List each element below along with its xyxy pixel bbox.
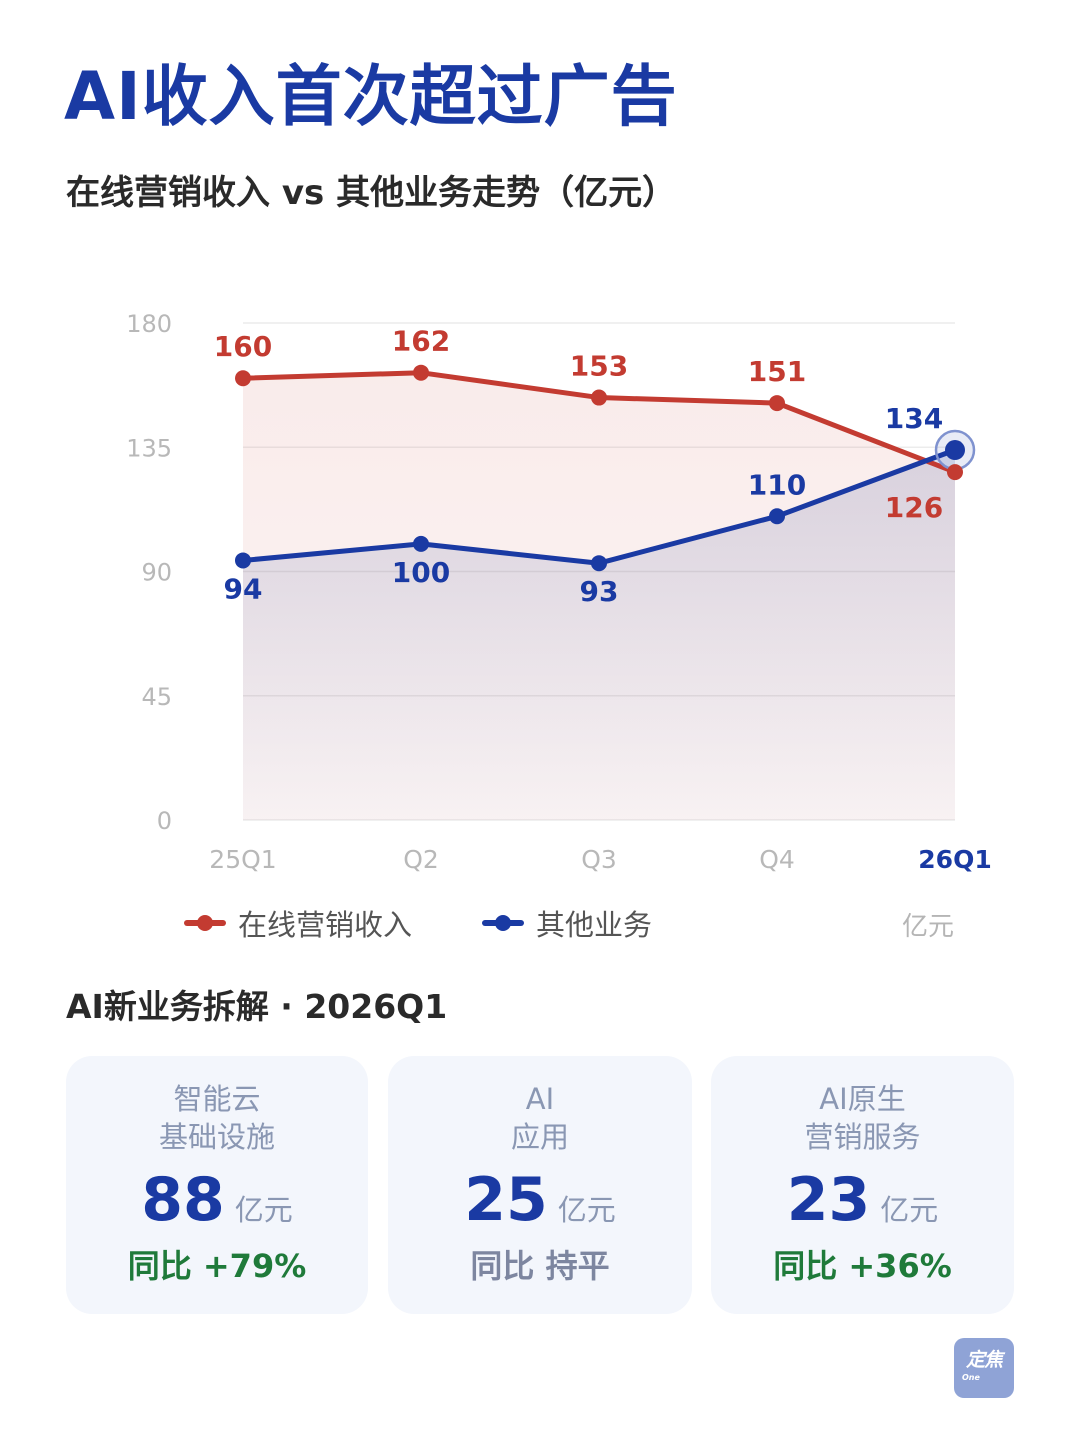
metric-card-ai-apps: AI 应用 25 亿元 同比 持平 — [388, 1056, 692, 1314]
data-label: 160 — [214, 330, 272, 363]
legend-marker-red — [184, 915, 226, 931]
card-yoy: 同比 持平 — [470, 1247, 610, 1285]
x-tick-label: Q4 — [759, 845, 795, 874]
card-label-line: 营销服务 — [804, 1120, 921, 1154]
area-fill-other — [243, 450, 955, 820]
data-point-other — [769, 508, 785, 525]
metric-card-ai-marketing: AI原生 营销服务 23 亿元 同比 +36% — [711, 1056, 1014, 1314]
metric-cards: 智能云 基础设施 88 亿元 同比 +79% AI 应用 25 亿元 同比 持平… — [0, 1056, 1080, 1314]
card-label: AI原生 营销服务 — [723, 1080, 1003, 1156]
data-label: 162 — [392, 325, 450, 358]
data-point-marketing — [769, 395, 785, 412]
card-label-line: 应用 — [510, 1120, 569, 1154]
logo-sub-text: One — [962, 1373, 980, 1382]
card-yoy: 同比 +79% — [127, 1247, 307, 1285]
data-label: 93 — [580, 575, 619, 608]
logo-main-text: 定焦 — [965, 1349, 1003, 1371]
line-chart: 0 45 90 135 180 25Q1 Q2 Q3 Q4 26Q1 160 162 153 151 126… — [126, 310, 992, 874]
card-label: 智能云 基础设施 — [77, 1080, 357, 1156]
x-tick-label: 26Q1 — [918, 845, 991, 874]
card-value-row: 23 亿元 — [711, 1164, 1014, 1236]
data-point-marketing — [591, 389, 607, 406]
chart-subtitle: 在线营销收入 vs 其他业务走势（亿元） — [66, 173, 677, 213]
data-point-other — [591, 555, 607, 572]
data-point-marketing — [235, 370, 251, 387]
y-tick-label: 90 — [141, 559, 172, 587]
card-value-row: 25 亿元 — [388, 1164, 692, 1236]
y-tick-label: 180 — [126, 310, 172, 338]
card-label: AI 应用 — [400, 1080, 680, 1156]
data-point-other — [413, 535, 429, 552]
data-label: 153 — [570, 350, 628, 383]
card-label-line: 基础设施 — [158, 1120, 275, 1154]
card-unit: 亿元 — [880, 1193, 939, 1227]
data-label: 151 — [748, 355, 806, 388]
metric-card-cloud: 智能云 基础设施 88 亿元 同比 +79% — [66, 1056, 368, 1314]
y-tick-label: 45 — [141, 683, 172, 711]
data-label: 134 — [885, 402, 943, 435]
card-label-line: AI原生 — [819, 1082, 906, 1116]
data-label: 110 — [748, 468, 806, 501]
card-unit: 亿元 — [234, 1193, 293, 1227]
brand-logo: 定焦 One — [954, 1338, 1014, 1398]
legend-label-other: 其他业务 — [536, 908, 653, 942]
data-point-marketing — [413, 364, 429, 381]
data-point-other — [235, 552, 251, 569]
legend-item-other: 其他业务 — [482, 898, 652, 948]
x-tick-label: Q2 — [403, 845, 439, 874]
legend-item-marketing: 在线营销收入 — [184, 898, 412, 948]
card-value: 25 — [464, 1165, 548, 1235]
legend-marker-blue — [482, 915, 524, 931]
y-tick-label: 135 — [126, 434, 172, 462]
data-label: 100 — [392, 556, 450, 589]
page-title: AI收入首次超过广告 — [64, 58, 678, 135]
x-tick-label: 25Q1 — [209, 845, 276, 874]
x-tick-label: Q3 — [581, 845, 617, 874]
data-label: 126 — [885, 491, 943, 524]
unit-label: 亿元 — [901, 912, 954, 942]
data-point-other — [945, 440, 965, 461]
legend-label-marketing: 在线营销收入 — [238, 908, 413, 942]
card-value: 23 — [786, 1165, 871, 1235]
card-label-line: AI — [525, 1082, 555, 1116]
card-unit: 亿元 — [557, 1193, 616, 1227]
card-value-row: 88 亿元 — [66, 1164, 368, 1236]
section-title: AI新业务拆解 · 2026Q1 — [66, 987, 448, 1026]
data-label: 94 — [224, 572, 263, 605]
y-tick-label: 0 — [157, 807, 172, 835]
card-yoy: 同比 +36% — [773, 1247, 952, 1285]
data-point-marketing — [947, 464, 963, 481]
card-value: 88 — [141, 1165, 225, 1235]
card-label-line: 智能云 — [173, 1082, 261, 1116]
